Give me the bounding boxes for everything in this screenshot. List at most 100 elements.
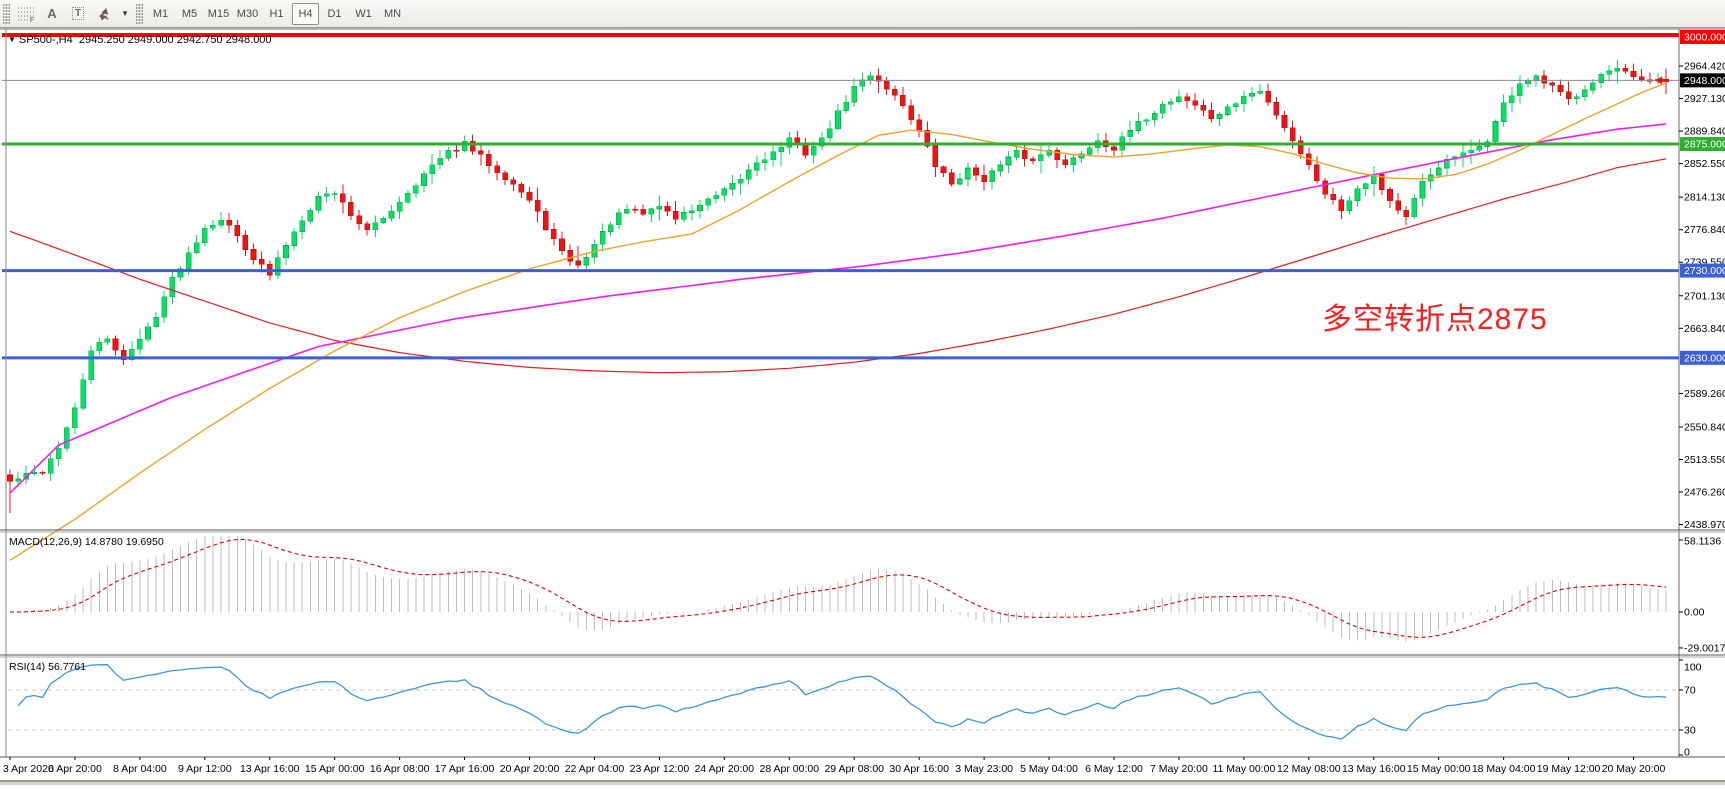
svg-text:30: 30 (1684, 725, 1696, 737)
svg-text:16 Apr 08:00: 16 Apr 08:00 (370, 763, 430, 775)
svg-text:23 Apr 12:00: 23 Apr 12:00 (630, 763, 690, 775)
macd-name: MACD(12,26,9) (9, 536, 82, 548)
svg-text:28 Apr 00:00: 28 Apr 00:00 (760, 763, 820, 775)
timeframe-button-m30[interactable]: M30 (236, 7, 259, 20)
svg-text:2814.130: 2814.130 (1684, 192, 1725, 204)
timeframe-button-d1[interactable]: D1 (327, 7, 342, 20)
svg-text:2550.840: 2550.840 (1684, 421, 1725, 433)
svg-text:30 Apr 16:00: 30 Apr 16:00 (889, 763, 949, 775)
svg-text:70: 70 (1684, 685, 1696, 697)
svg-text:13 May 16:00: 13 May 16:00 (1342, 763, 1406, 775)
chart-annotation-text: 多空转折点2875 (1322, 303, 1548, 336)
svg-text:17 Apr 16:00: 17 Apr 16:00 (435, 763, 495, 775)
timeframe-button-h4[interactable]: H4 (292, 2, 319, 25)
svg-text:2927.130: 2927.130 (1684, 93, 1725, 105)
svg-text:20 Apr 20:00: 20 Apr 20:00 (500, 763, 560, 775)
svg-text:6 Apr 20:00: 6 Apr 20:00 (48, 763, 102, 775)
ma-fast-line (9, 82, 1667, 561)
svg-text:3 Apr 2020: 3 Apr 2020 (3, 763, 54, 775)
timeframe-button-m5[interactable]: M5 (181, 7, 198, 20)
svg-text:2701.130: 2701.130 (1684, 290, 1725, 302)
svg-text:2663.840: 2663.840 (1684, 323, 1725, 335)
svg-text:20 May 20:00: 20 May 20:00 (1602, 763, 1666, 775)
svg-text:2852.550: 2852.550 (1684, 158, 1725, 170)
svg-text:100: 100 (1684, 662, 1702, 674)
indicator-axis-labels: 58.1136 0.00 -29.0017 100 70 30 0 (1679, 536, 1725, 759)
svg-text:2948.000: 2948.000 (1684, 75, 1725, 87)
svg-text:0.00: 0.00 (1684, 607, 1705, 619)
svg-text:18 May 04:00: 18 May 04:00 (1472, 763, 1536, 775)
svg-text:9 Apr 12:00: 9 Apr 12:00 (178, 763, 232, 775)
svg-text:3 May 23:00: 3 May 23:00 (955, 763, 1013, 775)
ma-slow-line (9, 158, 1667, 374)
svg-text:2875.000: 2875.000 (1684, 139, 1725, 151)
macd-histogram (25, 536, 1667, 642)
price-badge-current: 2948.000 (1680, 73, 1725, 88)
price-badge-support-2630: 2630.000 (1680, 350, 1725, 365)
svg-text:2776.840: 2776.840 (1684, 224, 1725, 236)
arrows-tool-button[interactable] (92, 3, 116, 25)
candlestick-series (7, 59, 1669, 514)
timeframe-button-h1[interactable]: H1 (269, 7, 284, 20)
fibonacci-icon: F (18, 7, 34, 22)
svg-text:2964.420: 2964.420 (1684, 61, 1725, 73)
svg-text:-29.0017: -29.0017 (1684, 642, 1725, 654)
svg-text:7 May 20:00: 7 May 20:00 (1150, 763, 1208, 775)
svg-text:58.1136: 58.1136 (1684, 536, 1721, 548)
chart-title: ▼ SP500-,H4 2945.250 2949.000 2942.750 29… (8, 34, 272, 46)
chevron-down-icon: ▾ (122, 8, 128, 18)
svg-text:2513.550: 2513.550 (1684, 454, 1725, 466)
svg-text:2630.000: 2630.000 (1684, 352, 1725, 364)
svg-text:22 Apr 04:00: 22 Apr 04:00 (565, 763, 625, 775)
timeframe-button-w1[interactable]: W1 (355, 7, 372, 20)
svg-text:3000.000: 3000.000 (1684, 32, 1725, 44)
svg-text:F: F (30, 17, 34, 22)
text-icon: A (47, 6, 57, 21)
macd-indicator-label: MACD(12,26,9) 14.8780 19.6950 (9, 536, 164, 548)
timeframe-button-group: M1 M5 M15 M30 H1 H4 D1 W1 MN (146, 2, 407, 25)
svg-text:15 May 00:00: 15 May 00:00 (1407, 763, 1471, 775)
svg-text:2730.000: 2730.000 (1684, 265, 1725, 277)
svg-text:5 May 04:00: 5 May 04:00 (1020, 763, 1078, 775)
price-chart-canvas[interactable]: 2964.420 2927.130 2889.840 2852.550 2814.130… (0, 28, 1725, 785)
svg-text:24 Apr 20:00: 24 Apr 20:00 (695, 763, 755, 775)
svg-text:2889.840: 2889.840 (1684, 126, 1725, 138)
svg-text:8 Apr 04:00: 8 Apr 04:00 (113, 763, 167, 775)
rsi-indicator-label: RSI(14) 56.7761 (9, 661, 86, 673)
timeframe-button-m15[interactable]: M15 (207, 7, 230, 20)
panel-frames (0, 28, 1725, 785)
macd-values: 14.8780 19.6950 (84, 536, 164, 548)
toolbar: F A T ▾ M1 M5 M15 M30 H1 H4 D1 W1 MN (0, 0, 1725, 28)
svg-text:2476.260: 2476.260 (1684, 486, 1725, 498)
svg-text:11 May 00:00: 11 May 00:00 (1212, 763, 1275, 775)
timeframe-button-m1[interactable]: M1 (152, 7, 169, 20)
svg-text:15 Apr 00:00: 15 Apr 00:00 (305, 763, 365, 775)
arrows-icon (99, 7, 109, 20)
chart-ohlc-values: 2945.250 2949.000 2942.750 2948.000 (78, 34, 272, 46)
current-price-marker-icon (1655, 76, 1669, 85)
svg-text:2589.260: 2589.260 (1684, 388, 1725, 400)
svg-text:0: 0 (1684, 747, 1690, 759)
price-badge-pivot-2875: 2875.000 (1680, 137, 1725, 152)
svg-text:19 May 12:00: 19 May 12:00 (1537, 763, 1601, 775)
rsi-value: 56.7761 (48, 661, 87, 673)
symbol-dropdown-icon: ▼ (8, 35, 16, 44)
price-axis[interactable]: 2964.420 2927.130 2889.840 2852.550 2814.130… (1679, 61, 1725, 532)
macd-signal-line (10, 538, 1667, 638)
fibonacci-tool-button[interactable]: F (14, 3, 38, 25)
toolbar-grip[interactable] (3, 3, 10, 24)
text-label-tool-button[interactable]: T (66, 3, 90, 25)
price-badge-resistance-3000: 3000.000 (1680, 30, 1725, 44)
timeframe-button-mn[interactable]: MN (383, 7, 402, 20)
arrows-dropdown-button[interactable]: ▾ (118, 3, 132, 25)
svg-text:2438.970: 2438.970 (1684, 519, 1725, 531)
toolbar-grip-2[interactable] (136, 3, 143, 24)
rsi-name: RSI(14) (9, 661, 46, 673)
svg-text:29 Apr 08:00: 29 Apr 08:00 (824, 763, 884, 775)
svg-text:12 May 08:00: 12 May 08:00 (1277, 763, 1341, 775)
text-label-icon: T (71, 7, 85, 20)
text-tool-button[interactable]: A (40, 3, 64, 25)
rsi-line (17, 664, 1667, 740)
chart-window[interactable]: 2964.420 2927.130 2889.840 2852.550 2814.130… (0, 28, 1725, 785)
